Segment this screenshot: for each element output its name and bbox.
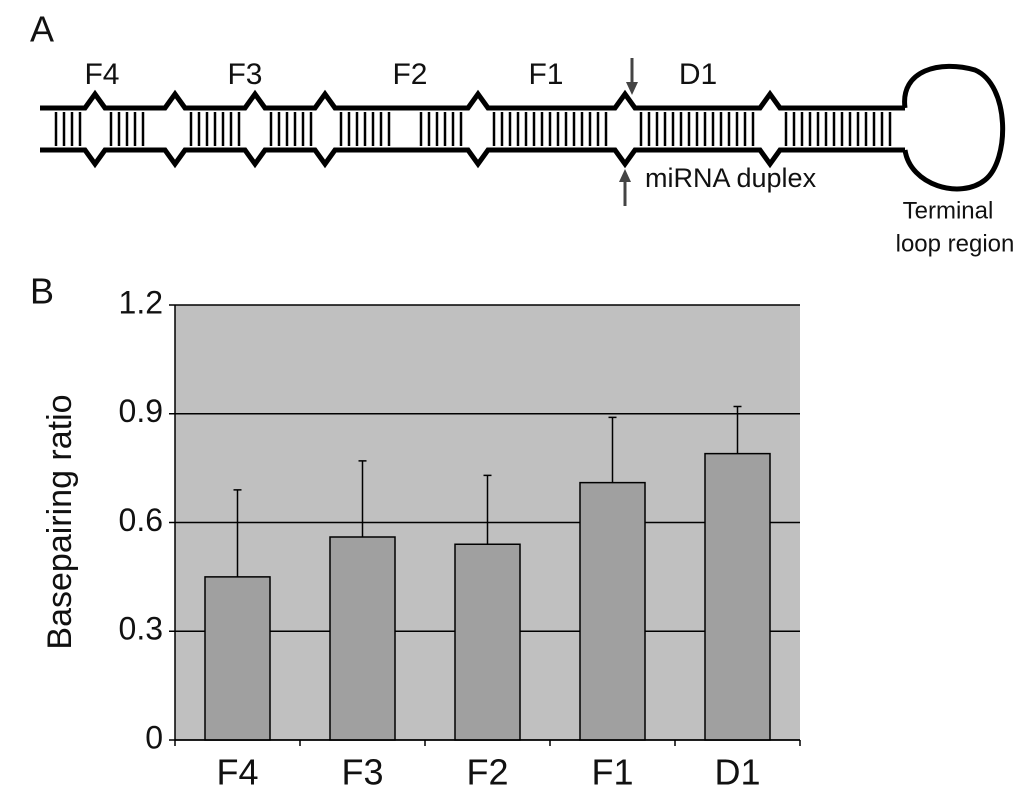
bar bbox=[204, 576, 271, 741]
x-tick-label: F2 bbox=[466, 752, 508, 793]
bar bbox=[579, 481, 646, 741]
panel-label: A bbox=[30, 9, 54, 50]
strand bbox=[40, 147, 905, 169]
error-bar bbox=[733, 405, 742, 454]
strand bbox=[40, 89, 905, 111]
y-tick-label: 0.3 bbox=[119, 611, 163, 647]
segment-label: F4 bbox=[84, 58, 119, 91]
error-bar bbox=[233, 489, 242, 577]
segment-label: F1 bbox=[528, 58, 563, 91]
panel-label: B bbox=[30, 271, 54, 312]
x-tick-label: F1 bbox=[591, 752, 633, 793]
y-tick-label: 0 bbox=[145, 719, 163, 755]
y-tick-label: 0.6 bbox=[119, 502, 163, 538]
bar bbox=[704, 452, 771, 741]
y-axis-label: Basepairing ratio bbox=[41, 394, 79, 649]
error-bar bbox=[358, 460, 367, 537]
error-bar bbox=[608, 416, 617, 483]
segment-label: F3 bbox=[227, 58, 262, 91]
loop-label: Terminal bbox=[903, 197, 994, 224]
y-tick-label: 0.9 bbox=[119, 393, 163, 429]
segment-label: D1 bbox=[679, 58, 717, 91]
cleavage-arrow-head bbox=[626, 82, 638, 95]
error-bar bbox=[483, 474, 492, 545]
loop-label: loop region bbox=[896, 230, 1015, 257]
cleavage-arrow-head bbox=[619, 169, 631, 182]
bar bbox=[329, 536, 396, 741]
x-tick-label: F4 bbox=[216, 752, 258, 793]
stem-loop-diagram bbox=[40, 58, 1006, 206]
y-tick-label: 1.2 bbox=[119, 284, 163, 320]
duplex-label: miRNA duplex bbox=[645, 163, 817, 193]
terminal-loop bbox=[902, 63, 1006, 192]
bar bbox=[454, 543, 521, 741]
x-tick-label: F3 bbox=[341, 752, 383, 793]
segment-label: F2 bbox=[392, 58, 427, 91]
x-tick-label: D1 bbox=[714, 752, 760, 793]
